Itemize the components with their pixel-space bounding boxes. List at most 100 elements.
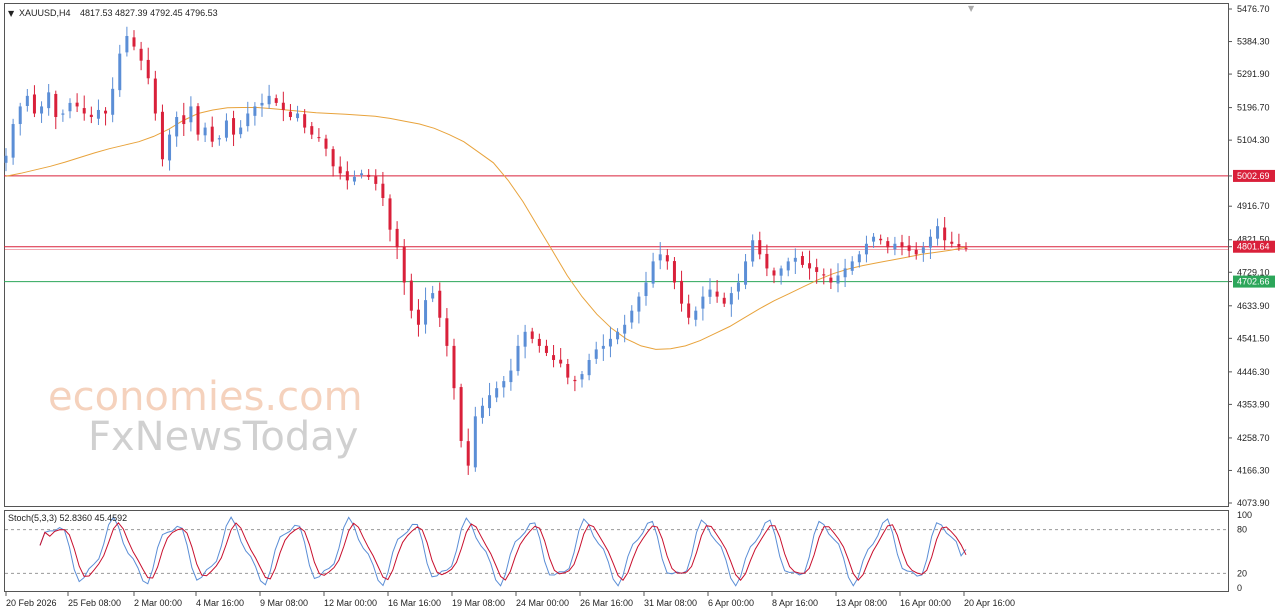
- candle: [424, 287, 428, 334]
- candle: [850, 256, 854, 275]
- candle: [495, 381, 499, 403]
- y-tick-label: 4446.30: [1237, 367, 1270, 377]
- symbol-label: XAUUSD,H4: [19, 8, 71, 18]
- level-price-label: 4801.64: [1237, 242, 1270, 252]
- candle: [658, 242, 662, 270]
- candle: [701, 286, 705, 321]
- collapse-triangle-icon[interactable]: ▼: [8, 9, 15, 18]
- y-tick-label: 5384.30: [1237, 37, 1270, 47]
- y-tick-label: 4541.50: [1237, 333, 1270, 343]
- y-tick-label: 4633.90: [1237, 301, 1270, 311]
- candle: [616, 328, 620, 345]
- candle: [573, 375, 577, 392]
- y-tick-label: 4821.50: [1237, 235, 1270, 245]
- candle: [509, 358, 513, 391]
- x-tick-label: 9 Mar 08:00: [260, 598, 308, 608]
- candle: [559, 348, 563, 368]
- candle: [438, 282, 442, 327]
- x-tick-label: 25 Feb 08:00: [68, 598, 121, 608]
- y-tick-label: 4166.30: [1237, 465, 1270, 475]
- watermark-fxnewstoday: FxNewsToday: [88, 414, 358, 460]
- candle: [879, 234, 883, 245]
- candle: [843, 258, 847, 288]
- candle: [281, 91, 285, 122]
- candle: [416, 299, 420, 337]
- candle: [630, 305, 634, 329]
- candle: [381, 171, 385, 207]
- candle: [146, 47, 150, 85]
- candle: [552, 344, 556, 368]
- candle: [310, 121, 314, 140]
- candle: [708, 278, 712, 305]
- candle: [786, 257, 790, 277]
- candle: [153, 70, 157, 121]
- candle: [431, 285, 435, 303]
- candle: [601, 334, 605, 361]
- candle: [118, 44, 122, 97]
- candle: [32, 85, 36, 118]
- candle: [196, 103, 200, 141]
- level-price-label: 5002.69: [1237, 171, 1270, 181]
- stochastic-oscillator: 100 80 20 0: [5, 510, 1252, 593]
- candle: [89, 106, 93, 124]
- ma-line: [5, 107, 967, 350]
- x-tick-label: 20 Feb 2026: [6, 598, 57, 608]
- candle: [189, 96, 193, 132]
- candle: [822, 268, 826, 285]
- candle: [47, 84, 51, 116]
- ohlc-values: 4817.53 4827.39 4792.45 4796.53: [80, 8, 218, 18]
- candle: [459, 383, 463, 448]
- candle: [936, 218, 940, 246]
- candle: [25, 89, 29, 112]
- candle: [779, 265, 783, 285]
- candle: [352, 170, 356, 186]
- candle: [644, 271, 648, 306]
- main-pane: [4, 3, 1229, 507]
- x-tick-label: 19 Mar 08:00: [452, 598, 505, 608]
- scroll-marker-icon[interactable]: ▼: [968, 4, 975, 13]
- candle: [765, 244, 769, 277]
- candle: [815, 258, 819, 284]
- candle: [651, 252, 655, 288]
- y-tick-label: 5476.70: [1237, 4, 1270, 14]
- candle: [566, 358, 570, 385]
- candle: [160, 104, 164, 167]
- candle: [224, 113, 228, 142]
- price-axis: 5476.70 5384.30 5291.90 5196.70 5104.30 5002.…: [1228, 4, 1275, 508]
- candle: [623, 314, 627, 343]
- x-tick-label: 16 Mar 16:00: [388, 598, 441, 608]
- candle: [445, 308, 449, 357]
- candle: [921, 241, 925, 262]
- candle: [580, 370, 584, 388]
- x-tick-label: 20 Apr 16:00: [964, 598, 1015, 608]
- candle: [104, 107, 108, 126]
- candle: [537, 333, 541, 353]
- candle: [4, 148, 8, 172]
- y-tick-label: 4916.70: [1237, 201, 1270, 211]
- candle: [175, 111, 179, 147]
- candle: [836, 263, 840, 293]
- candle: [928, 229, 932, 259]
- moving-average: [5, 107, 967, 350]
- candle: [857, 250, 861, 268]
- candle: [239, 120, 243, 139]
- x-tick-label: 2 Mar 00:00: [134, 598, 182, 608]
- candle: [260, 93, 264, 117]
- candle: [516, 334, 520, 376]
- candle: [246, 101, 250, 132]
- candle: [872, 233, 876, 248]
- candle: [744, 254, 748, 290]
- candle: [957, 233, 961, 251]
- candle: [317, 128, 321, 142]
- candle: [360, 169, 364, 179]
- candle: [722, 292, 726, 307]
- stoch-label: Stoch(5,3,3) 52.8360 45.4592: [8, 513, 127, 523]
- candle: [466, 428, 470, 475]
- horizontal-levels: [4, 175, 1229, 283]
- candle: [182, 102, 186, 137]
- x-tick-label: 24 Mar 00:00: [516, 598, 569, 608]
- level-price-badge: [1233, 240, 1275, 253]
- candle: [729, 286, 733, 317]
- candle: [900, 234, 904, 256]
- y-tick-label: 4258.70: [1237, 433, 1270, 443]
